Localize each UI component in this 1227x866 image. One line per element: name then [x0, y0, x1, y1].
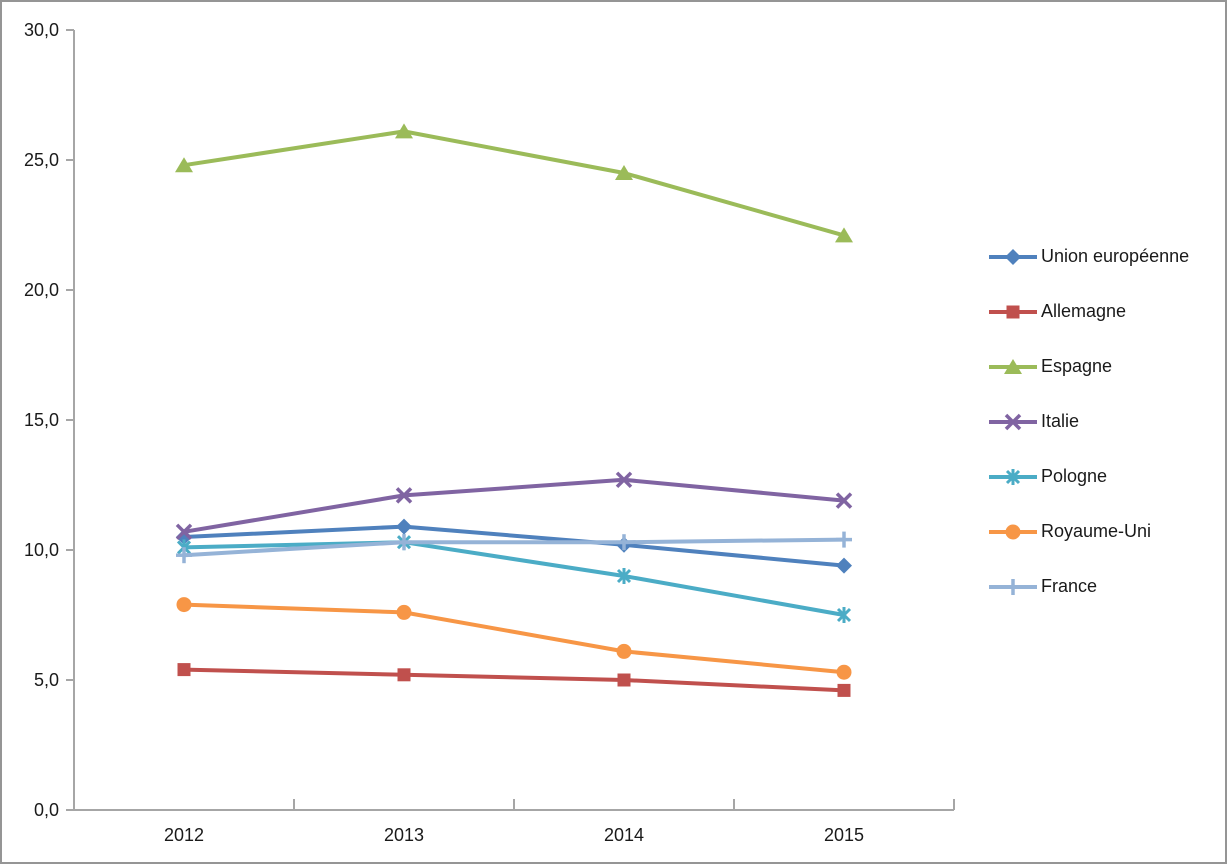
series-marker-italie [615, 471, 633, 489]
legend-marker-france [1005, 578, 1021, 595]
series-marker-espagne [395, 123, 413, 139]
y-axis-tick-label: 25,0 [24, 150, 59, 170]
legend-label: Pologne [1041, 466, 1108, 486]
series-line-royaume-uni [183, 602, 845, 675]
series-marker-france [836, 531, 852, 548]
y-axis-tick-label: 10,0 [24, 540, 59, 560]
legend-marker-allemagne [1006, 305, 1020, 318]
legend-item-pologne: Pologne [988, 449, 1189, 504]
legend-marker-union-europ-enne [1005, 248, 1021, 265]
series-line-france [183, 537, 845, 558]
series-marker-royaume-uni [616, 643, 632, 659]
series-marker-allemagne [837, 683, 851, 697]
series-marker-italie [395, 487, 413, 504]
legend-marker-espagne [1004, 358, 1022, 374]
legend-label: Allemagne [1041, 301, 1127, 321]
legend-swatch-square-icon [989, 305, 1037, 318]
x-axis-tick-label: 2013 [384, 825, 424, 845]
series-marker-france [176, 547, 192, 564]
legend-marker-italie [1004, 413, 1022, 430]
chart-legend: Union européenne Allemagne Espagne Italie Po… [988, 229, 1189, 614]
legend-item-royaume-uni: Royaume-Uni [988, 504, 1189, 559]
y-axis-tick-label: 5,0 [34, 670, 59, 690]
y-axis-tick-label: 20,0 [24, 280, 59, 300]
series-marker-france [616, 534, 632, 551]
x-axis-tick-label: 2014 [604, 825, 644, 845]
series-line-union-europ-enne [183, 524, 845, 568]
series-marker-italie [835, 492, 853, 509]
legend-swatch-diamond-icon [989, 248, 1037, 265]
legend-swatch-asterisk-icon [989, 468, 1037, 485]
legend-item-italie: Italie [988, 394, 1189, 449]
legend-item-union-europ-enne: Union européenne [988, 229, 1189, 284]
x-axis-tick-label: 2012 [164, 825, 204, 845]
legend-swatch-triangle-icon [989, 358, 1037, 374]
legend-label: Italie [1041, 411, 1080, 431]
series-marker-france [396, 534, 412, 551]
legend-marker-royaume-uni [1005, 524, 1021, 539]
series-marker-allemagne [177, 663, 191, 677]
legend-item-france: France [988, 559, 1189, 614]
legend-marker-pologne [1005, 468, 1021, 485]
x-axis-tick-label: 2015 [824, 825, 864, 845]
y-axis-tick-label: 0,0 [34, 800, 59, 820]
legend-item-allemagne: Allemagne [988, 284, 1189, 339]
legend-label: Union européenne [1041, 246, 1190, 266]
legend-label: France [1041, 576, 1098, 596]
series-line-espagne [183, 129, 845, 238]
series-line-pologne [183, 540, 845, 617]
series-marker-union-europ-enne [836, 557, 852, 574]
series-marker-union-europ-enne [396, 518, 412, 535]
series-marker-allemagne [617, 673, 631, 687]
legend-swatch-x-icon [989, 413, 1037, 430]
series-marker-royaume-uni [396, 604, 412, 620]
series-marker-espagne [615, 165, 633, 180]
series-line-allemagne [183, 667, 845, 693]
series-line-italie [183, 477, 845, 534]
y-axis-tick-label: 15,0 [24, 410, 59, 430]
legend-item-espagne: Espagne [988, 339, 1189, 394]
series-marker-allemagne [397, 668, 411, 682]
series-marker-pologne [836, 607, 852, 623]
legend-swatch-circle-icon [989, 524, 1037, 539]
legend-label: Royaume-Uni [1041, 521, 1152, 541]
series-marker-espagne [835, 227, 853, 243]
y-axis-tick-label: 30,0 [24, 20, 59, 40]
series-marker-royaume-uni [836, 664, 852, 680]
series-marker-espagne [175, 157, 193, 173]
series-marker-pologne [616, 568, 632, 584]
series-marker-italie [175, 523, 193, 541]
legend-label: Espagne [1041, 356, 1113, 376]
series-marker-royaume-uni [176, 597, 192, 613]
legend-swatch-plus-icon [989, 578, 1037, 595]
